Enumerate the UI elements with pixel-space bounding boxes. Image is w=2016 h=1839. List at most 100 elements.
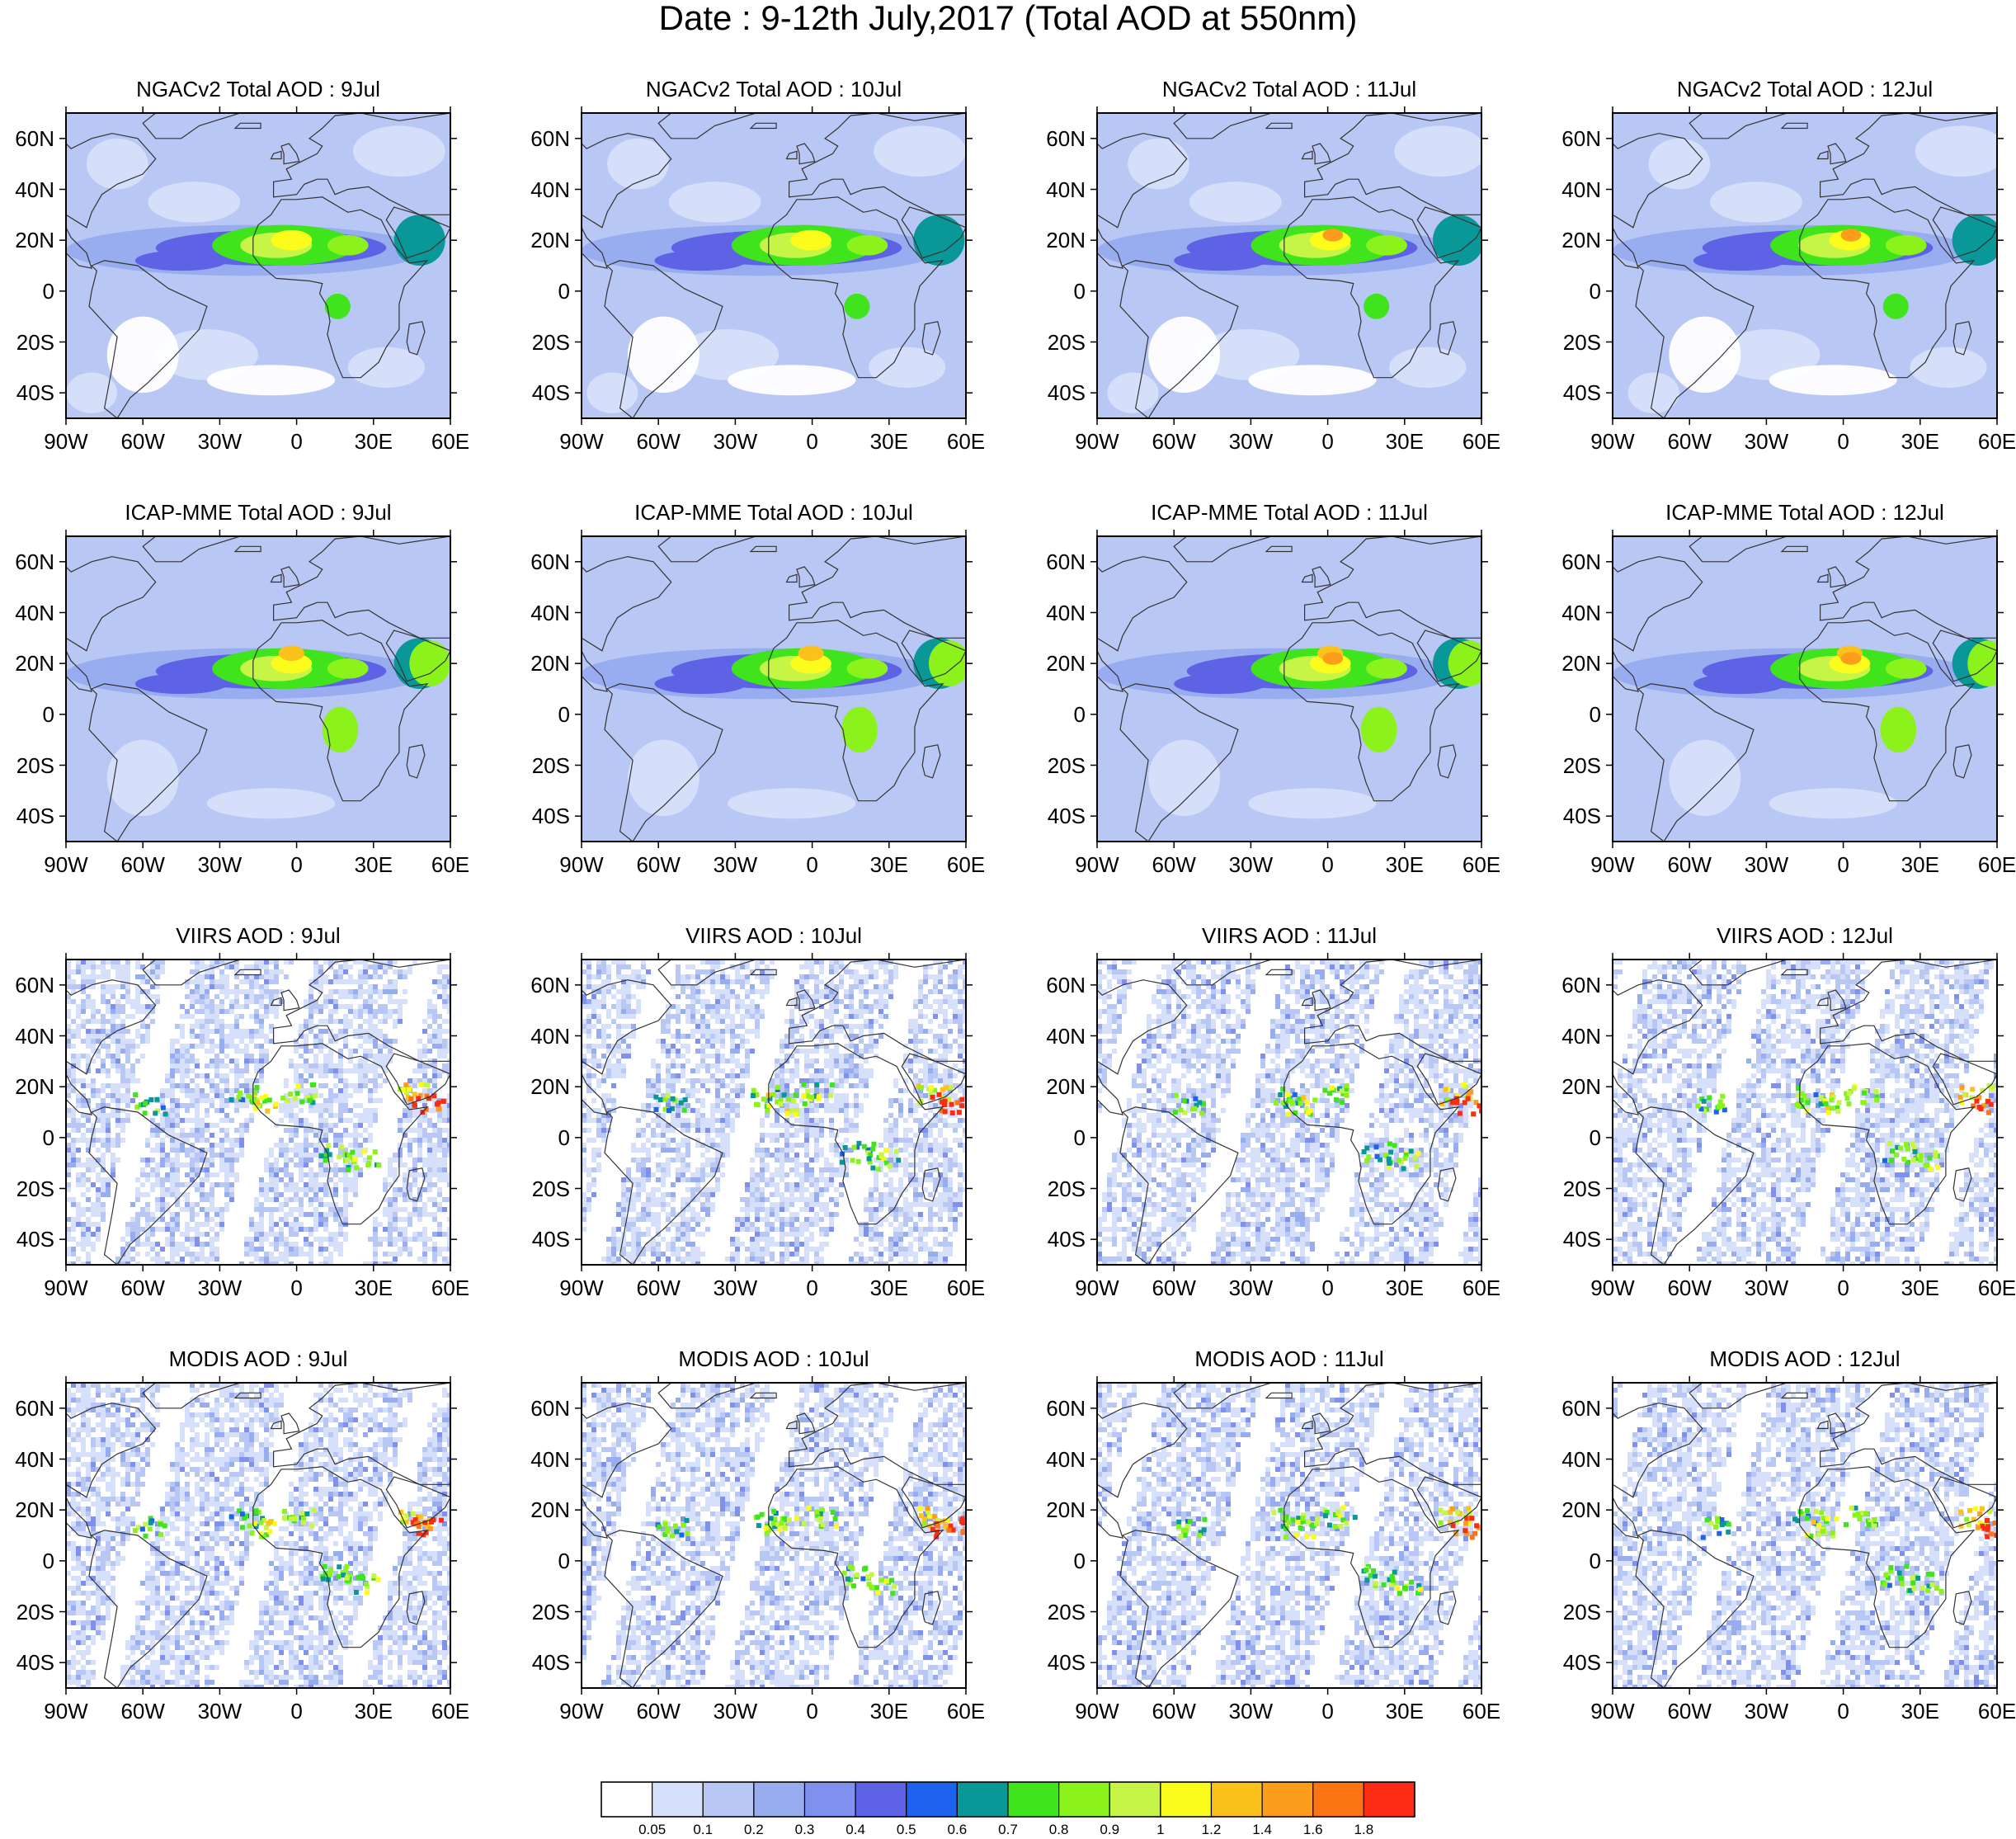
map-panel-modis-11jul bbox=[1097, 1383, 1481, 1688]
lon-tick-label: 60W bbox=[114, 430, 172, 453]
panel-title: MODIS AOD : 12Jul bbox=[1611, 1346, 1999, 1371]
map-panel-ngacv2-12jul bbox=[1613, 113, 1997, 418]
lon-tick-label: 30E bbox=[860, 1700, 918, 1723]
lat-tick-label: 40N bbox=[1543, 1448, 1601, 1471]
colorbar-label: 0.05 bbox=[632, 1822, 673, 1838]
panel-title: ICAP-MME Total AOD : 10Jul bbox=[580, 500, 968, 525]
colorbar-label: 0.3 bbox=[784, 1822, 826, 1838]
lon-tick-label: 30W bbox=[706, 1276, 764, 1299]
lat-tick-label: 40N bbox=[1543, 1025, 1601, 1048]
lon-tick-label: 90W bbox=[37, 1700, 95, 1723]
lat-tick-label: 60N bbox=[1543, 1397, 1601, 1420]
lat-tick-label: 40S bbox=[1543, 804, 1601, 828]
map-frame bbox=[581, 535, 967, 842]
lon-tick-label: 60W bbox=[114, 853, 172, 876]
lat-tick-label: 40S bbox=[1028, 1228, 1086, 1251]
map-frame bbox=[1612, 959, 1998, 1266]
lon-tick-label: 30W bbox=[706, 853, 764, 876]
lon-tick-label: 60W bbox=[1660, 1700, 1718, 1723]
lat-tick-label: 20N bbox=[1543, 229, 1601, 252]
lat-tick-label: 20N bbox=[512, 1498, 570, 1521]
lat-tick-label: 60N bbox=[0, 974, 54, 997]
lat-tick-label: 20S bbox=[512, 331, 570, 354]
lon-tick-label: 60W bbox=[629, 430, 687, 453]
map-frame bbox=[1096, 959, 1482, 1266]
map-frame bbox=[581, 1382, 967, 1689]
lat-tick-label: 40N bbox=[0, 1448, 54, 1471]
colorbar-label: 0.7 bbox=[987, 1822, 1029, 1838]
map-frame bbox=[65, 112, 451, 419]
map-panel-icap-mme-10jul bbox=[582, 536, 966, 842]
lat-tick-label: 40S bbox=[1028, 804, 1086, 828]
lat-tick-label: 40S bbox=[1543, 1228, 1601, 1251]
lat-tick-label: 40N bbox=[1028, 1025, 1086, 1048]
lat-tick-label: 60N bbox=[512, 1397, 570, 1420]
panel-title: ICAP-MME Total AOD : 11Jul bbox=[1095, 500, 1483, 525]
lon-tick-label: 60W bbox=[1660, 1276, 1718, 1299]
map-panel-ngacv2-10jul bbox=[582, 113, 966, 418]
lon-tick-label: 60W bbox=[629, 1700, 687, 1723]
lon-tick-label: 60W bbox=[114, 1276, 172, 1299]
lat-tick-label: 40N bbox=[512, 1025, 570, 1048]
lon-tick-label: 30E bbox=[1376, 430, 1434, 453]
lon-tick-label: 60E bbox=[1453, 430, 1510, 453]
lat-tick-label: 0 bbox=[512, 1549, 570, 1573]
lat-tick-label: 0 bbox=[1543, 703, 1601, 726]
lon-tick-label: 30E bbox=[1891, 853, 1949, 876]
colorbar-label: 1.2 bbox=[1191, 1822, 1232, 1838]
lat-tick-label: 40S bbox=[512, 1651, 570, 1674]
map-panel-modis-9jul bbox=[66, 1383, 450, 1688]
lon-tick-label: 90W bbox=[1068, 1276, 1126, 1299]
lon-tick-label: 0 bbox=[1815, 430, 1872, 453]
lat-tick-label: 60N bbox=[512, 974, 570, 997]
lat-tick-label: 0 bbox=[0, 280, 54, 303]
colorbar-swatch bbox=[1363, 1781, 1415, 1818]
lat-tick-label: 20S bbox=[1543, 754, 1601, 777]
lon-tick-label: 30W bbox=[191, 1700, 248, 1723]
map-frame bbox=[65, 1382, 451, 1689]
lat-tick-label: 20N bbox=[1543, 1498, 1601, 1521]
lon-tick-label: 60E bbox=[1453, 1700, 1510, 1723]
panel-title: NGACv2 Total AOD : 9Jul bbox=[64, 77, 452, 101]
lon-tick-label: 90W bbox=[1068, 430, 1126, 453]
lon-tick-label: 30E bbox=[860, 430, 918, 453]
map-frame bbox=[65, 959, 451, 1266]
lon-tick-label: 30W bbox=[1737, 853, 1795, 876]
panel-title: NGACv2 Total AOD : 11Jul bbox=[1095, 77, 1483, 101]
panel-title: VIIRS AOD : 11Jul bbox=[1095, 923, 1483, 948]
lat-tick-label: 60N bbox=[1028, 1397, 1086, 1420]
lon-tick-label: 60E bbox=[937, 1700, 995, 1723]
lon-tick-label: 60W bbox=[114, 1700, 172, 1723]
lon-tick-label: 0 bbox=[1299, 430, 1357, 453]
lat-tick-label: 40S bbox=[0, 1651, 54, 1674]
lat-tick-label: 40S bbox=[0, 804, 54, 828]
colorbar-label: 0.5 bbox=[886, 1822, 927, 1838]
lat-tick-label: 40S bbox=[1028, 381, 1086, 404]
colorbar-label: 1.8 bbox=[1343, 1822, 1384, 1838]
lon-tick-label: 0 bbox=[784, 1700, 841, 1723]
colorbar-label: 0.8 bbox=[1039, 1822, 1080, 1838]
lat-tick-label: 0 bbox=[512, 280, 570, 303]
lat-tick-label: 40S bbox=[1028, 1651, 1086, 1674]
lon-tick-label: 60W bbox=[1660, 430, 1718, 453]
lon-tick-label: 60E bbox=[1968, 1276, 2016, 1299]
lon-tick-label: 0 bbox=[1815, 853, 1872, 876]
lon-tick-label: 60E bbox=[1968, 430, 2016, 453]
map-panel-viirs-9jul bbox=[66, 960, 450, 1265]
lon-tick-label: 30W bbox=[1222, 1276, 1279, 1299]
lat-tick-label: 40N bbox=[0, 178, 54, 201]
lat-tick-label: 40N bbox=[1543, 601, 1601, 625]
lon-tick-label: 60E bbox=[937, 430, 995, 453]
map-frame bbox=[1096, 112, 1482, 419]
lat-tick-label: 20S bbox=[512, 754, 570, 777]
lon-tick-label: 90W bbox=[1584, 853, 1642, 876]
lat-tick-label: 0 bbox=[0, 1126, 54, 1149]
lon-tick-label: 30E bbox=[1891, 1276, 1949, 1299]
lat-tick-label: 20N bbox=[512, 652, 570, 675]
lat-tick-label: 60N bbox=[0, 1397, 54, 1420]
lon-tick-label: 30W bbox=[191, 853, 248, 876]
lon-tick-label: 30E bbox=[345, 1700, 403, 1723]
lat-tick-label: 20S bbox=[1543, 1601, 1601, 1624]
map-frame bbox=[1096, 535, 1482, 842]
